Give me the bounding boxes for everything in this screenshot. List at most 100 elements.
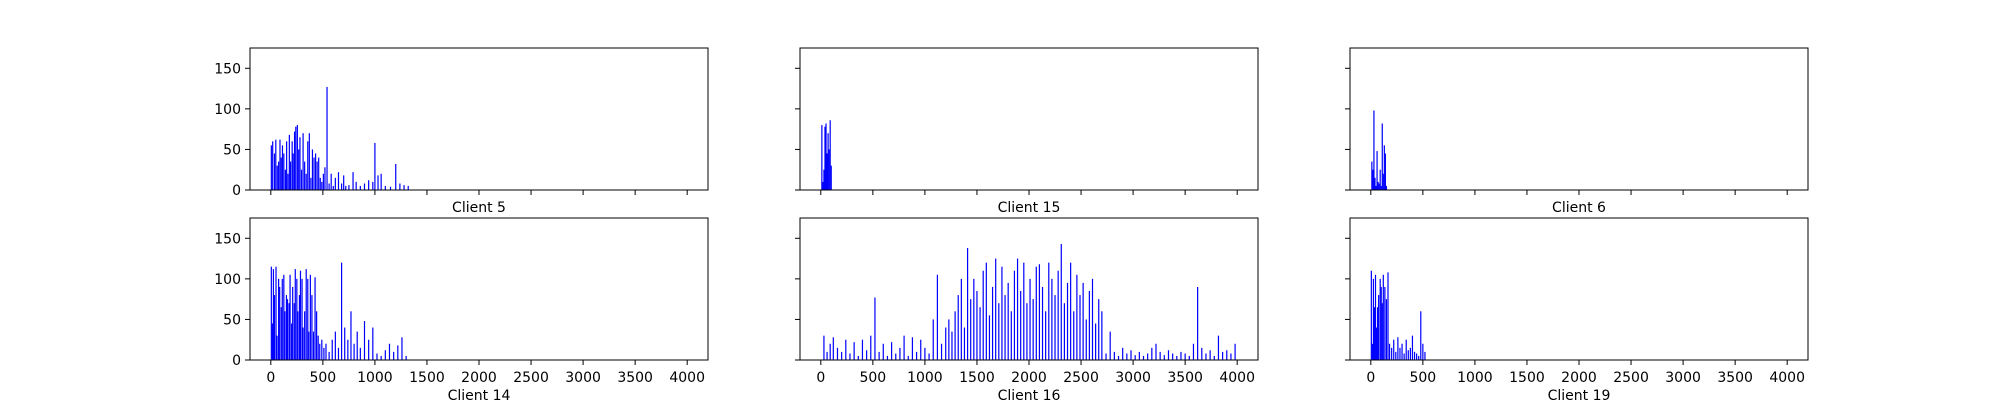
- bar: [308, 133, 310, 190]
- bar: [291, 323, 293, 360]
- subplot-2: Client 15: [795, 47, 1259, 216]
- bar: [307, 141, 309, 190]
- bar: [1109, 331, 1111, 360]
- bar: [328, 351, 330, 360]
- bar: [276, 335, 278, 360]
- bar: [907, 355, 909, 360]
- bar: [345, 185, 347, 190]
- bar: [1035, 266, 1037, 360]
- bar: [326, 86, 328, 190]
- bar: [1117, 355, 1120, 360]
- bar: [960, 278, 962, 360]
- bar: [405, 355, 407, 360]
- bar: [1091, 278, 1094, 360]
- bar: [1381, 123, 1383, 190]
- bar: [899, 347, 901, 360]
- bar: [1407, 350, 1409, 360]
- bar: [954, 311, 956, 360]
- bar: [1007, 282, 1009, 360]
- bar: [328, 183, 330, 190]
- bar: [1380, 185, 1382, 190]
- bar: [1013, 270, 1016, 360]
- bar: [352, 172, 354, 190]
- bar: [1023, 262, 1025, 360]
- bar: [1234, 343, 1236, 360]
- bar: [1147, 353, 1149, 360]
- bar: [279, 139, 281, 190]
- subplot-title: Client 5: [452, 200, 506, 216]
- bar: [353, 343, 355, 360]
- subplot-1: 0 50 100 150 Client 5: [214, 47, 709, 216]
- bar: [940, 343, 943, 360]
- bar: [300, 169, 303, 190]
- bar: [399, 183, 401, 190]
- bar: [826, 153, 828, 190]
- bars: [270, 262, 407, 360]
- bar: [1405, 339, 1407, 360]
- x-tick-label: 500: [859, 370, 886, 386]
- bar: [316, 311, 318, 360]
- bar: [963, 327, 966, 360]
- bar: [1197, 286, 1199, 360]
- bar: [343, 175, 345, 190]
- bar: [1370, 270, 1372, 360]
- bar: [823, 169, 825, 190]
- bar: [341, 262, 343, 360]
- bar: [311, 295, 313, 360]
- bar: [1201, 347, 1203, 360]
- axes-frame: [799, 47, 1259, 191]
- bar: [319, 177, 321, 190]
- bar: [841, 351, 843, 360]
- bar: [825, 123, 827, 190]
- bar: [1384, 153, 1386, 190]
- bar: [331, 339, 333, 360]
- bar: [1032, 299, 1034, 360]
- bar: [932, 319, 934, 360]
- bar: [1209, 350, 1211, 360]
- x-tick-label: 1500: [409, 370, 445, 386]
- bar: [1375, 327, 1378, 360]
- bar: [1379, 169, 1381, 190]
- bar: [1051, 278, 1053, 360]
- bar: [1079, 295, 1081, 360]
- bar: [314, 153, 317, 190]
- bar: [1038, 264, 1041, 360]
- bar: [1383, 145, 1385, 190]
- bar: [295, 126, 297, 190]
- bar: [317, 335, 319, 360]
- bar: [281, 145, 284, 190]
- bar: [355, 181, 357, 190]
- bar: [1134, 355, 1136, 360]
- bar: [283, 153, 285, 190]
- bar: [1126, 353, 1128, 360]
- bar: [1054, 295, 1056, 360]
- subplot-title: Client 19: [1548, 388, 1611, 400]
- bars: [821, 120, 832, 190]
- bar: [1016, 258, 1019, 360]
- bar: [1420, 311, 1422, 360]
- bar: [347, 339, 349, 360]
- bar: [288, 134, 290, 190]
- y-tick-label: 150: [214, 231, 241, 247]
- bar: [976, 291, 978, 360]
- bars: [1371, 110, 1388, 190]
- bar: [824, 126, 826, 190]
- bar: [1401, 343, 1403, 360]
- bar: [359, 347, 361, 360]
- bar: [1371, 161, 1373, 190]
- bar: [1385, 299, 1388, 360]
- bar: [276, 165, 278, 190]
- bar: [287, 173, 289, 190]
- subplot-title: Client 16: [998, 388, 1061, 400]
- bar: [374, 142, 376, 190]
- bar: [1217, 335, 1220, 360]
- x-tick-label: 3000: [1115, 370, 1151, 386]
- bar: [874, 297, 876, 360]
- bar: [957, 295, 959, 360]
- x-tick-label: 2000: [1561, 370, 1597, 386]
- bar: [857, 355, 859, 360]
- y-tick-label: 0: [232, 183, 241, 199]
- bar: [321, 339, 323, 360]
- y-tick-label: 50: [223, 312, 241, 328]
- bar: [319, 343, 321, 360]
